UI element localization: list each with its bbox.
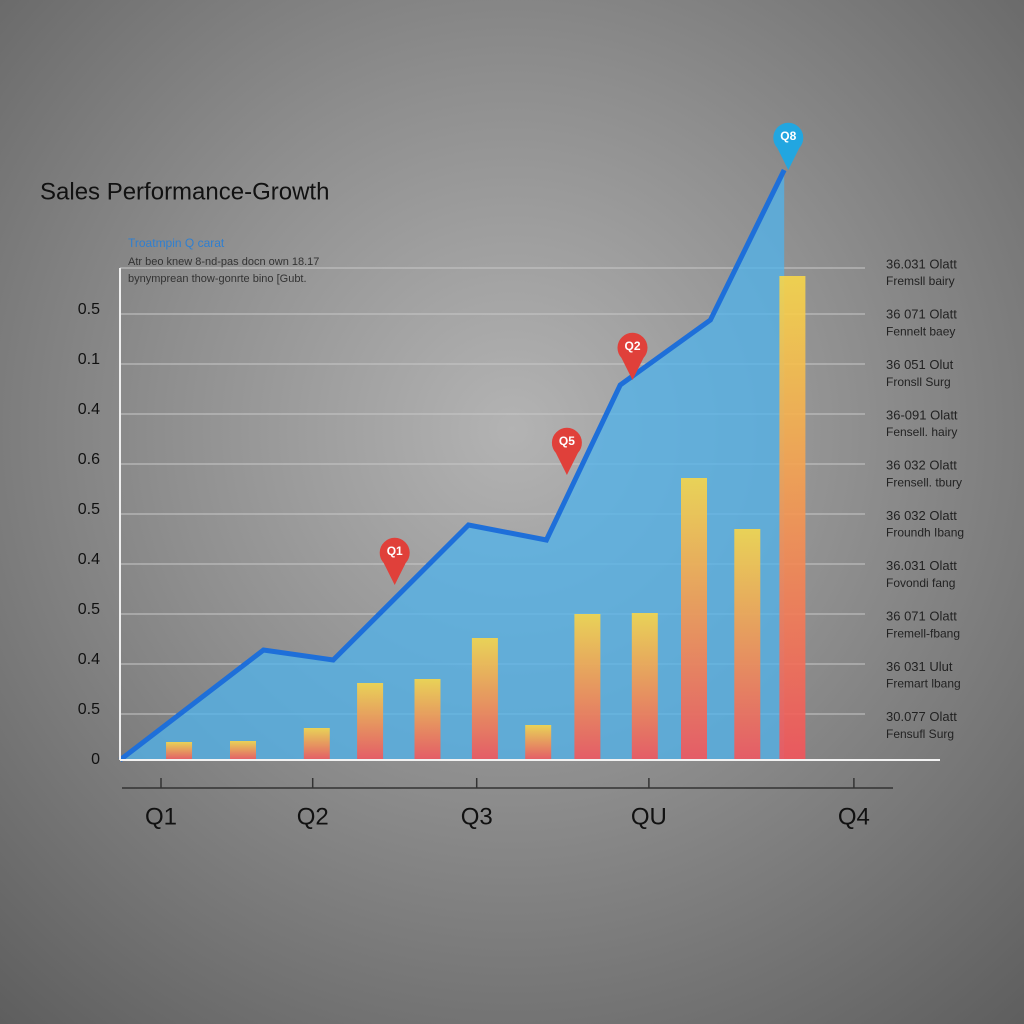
y-tick-label: 0 — [91, 751, 100, 768]
x-tick-label: Q4 — [838, 803, 870, 830]
y-tick-label: 0.6 — [78, 451, 100, 468]
y-tick-label: 0.4 — [78, 551, 100, 568]
pin-label: Q2 — [624, 339, 640, 353]
side-label: 36 051 Olut — [886, 357, 954, 372]
bar — [525, 725, 552, 760]
pin-label: Q8 — [780, 129, 796, 143]
x-tick-label: Q1 — [145, 803, 177, 830]
side-label: 36 032 Olatt — [886, 458, 957, 473]
bar — [303, 728, 330, 760]
side-sublabel: Fremsll bairy — [886, 274, 955, 288]
side-label: 36-091 Olatt — [886, 407, 958, 422]
pin — [379, 537, 410, 585]
note: Atr beo knew 8-nd-pas docn own 18.17 — [128, 256, 319, 268]
side-label: 36.031 Olatt — [886, 558, 957, 573]
bar — [681, 478, 707, 760]
bar — [357, 683, 384, 760]
bar — [414, 679, 441, 760]
side-sublabel: Frensell. tbury — [886, 475, 962, 489]
side-sublabel: Fremell-fbang — [886, 626, 960, 640]
y-tick-label: 0.1 — [78, 351, 100, 368]
chart-title: Sales Performance-Growth — [40, 178, 329, 205]
x-tick-label: Q2 — [297, 803, 329, 830]
pin — [617, 332, 648, 380]
y-tick-label: 0.4 — [78, 401, 100, 418]
pin — [773, 122, 804, 170]
side-label: 30.077 Olatt — [886, 709, 957, 724]
y-tick-label: 0.5 — [78, 501, 100, 518]
x-tick-label: Q3 — [461, 803, 493, 830]
pin — [551, 427, 582, 475]
side-sublabel: Fovondi fang — [886, 576, 955, 590]
line — [118, 168, 787, 762]
y-tick-label: 0.5 — [78, 601, 100, 618]
bar — [631, 613, 658, 760]
bar — [230, 741, 256, 760]
bar — [574, 614, 601, 760]
chart-subtitle: Troatmpin Q carat — [128, 236, 225, 250]
y-tick-label: 0.4 — [78, 651, 100, 668]
bar — [779, 276, 806, 760]
y-tick-label: 0.5 — [78, 701, 100, 718]
side-label: 36 071 Olatt — [886, 307, 957, 322]
side-sublabel: Froundh Ibang — [886, 526, 964, 540]
y-tick-label: 0.5 — [78, 301, 100, 318]
side-label: 36 071 Olatt — [886, 609, 957, 624]
side-label: 36 031 Ulut — [886, 659, 953, 674]
side-sublabel: Fensufl Surg — [886, 727, 954, 741]
side-sublabel: Fremart lbang — [886, 677, 961, 691]
side-label: 36 032 Olatt — [886, 508, 957, 523]
side-label: 36.031 Olatt — [886, 256, 957, 271]
bar — [734, 529, 761, 760]
bar — [471, 638, 498, 760]
side-sublabel: Fensell. hairy — [886, 425, 957, 439]
pin-label: Q5 — [559, 434, 575, 448]
side-sublabel: Fennelt baey — [886, 324, 955, 338]
bar — [166, 742, 193, 760]
x-tick-label: QU — [631, 803, 667, 830]
pin-label: Q1 — [387, 544, 403, 558]
area — [120, 170, 785, 760]
side-sublabel: Fronsll Surg — [886, 375, 951, 389]
note: bynymprean thow-gonrte bino [Gubt. — [128, 273, 307, 285]
